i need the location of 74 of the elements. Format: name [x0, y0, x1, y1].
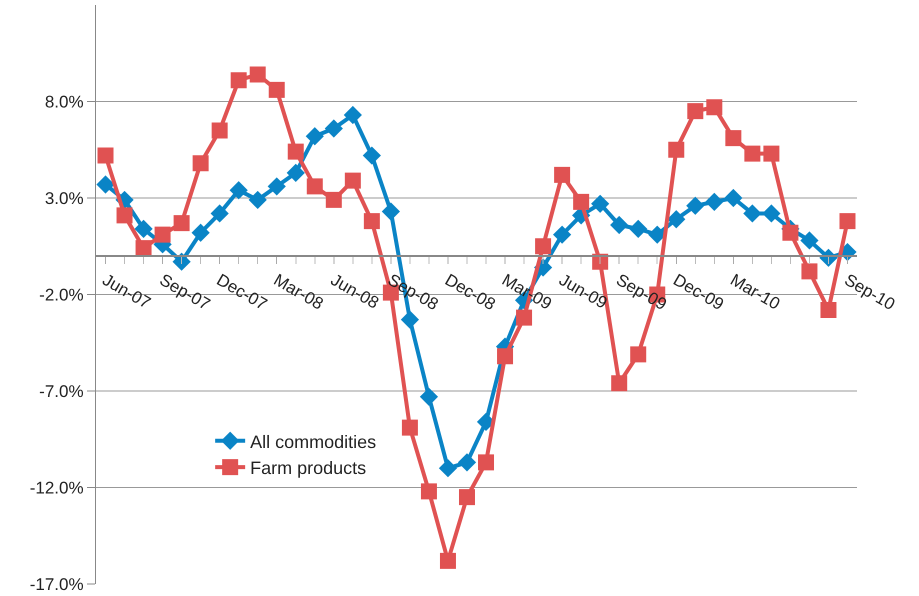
point — [248, 190, 267, 210]
point — [516, 310, 532, 326]
point — [820, 302, 836, 318]
point — [629, 220, 648, 238]
point — [762, 204, 780, 223]
point — [96, 175, 115, 194]
point — [268, 82, 285, 98]
y-tick-label: 8.0% — [44, 92, 84, 112]
point — [686, 196, 704, 215]
point — [478, 454, 494, 470]
point — [362, 146, 381, 165]
point — [230, 72, 247, 88]
point — [554, 166, 570, 183]
point — [610, 216, 628, 234]
point — [134, 220, 153, 238]
y-tick-label: -7.0% — [39, 382, 84, 401]
point — [344, 172, 361, 189]
point — [344, 106, 362, 124]
point — [324, 119, 343, 138]
point — [706, 99, 722, 116]
legend-label: All commodities — [250, 432, 376, 452]
point — [782, 224, 798, 241]
point — [839, 213, 856, 230]
point — [286, 164, 305, 182]
point — [420, 388, 438, 406]
point — [172, 252, 191, 271]
point — [174, 215, 190, 232]
point — [306, 127, 324, 146]
point — [192, 224, 210, 242]
point — [687, 103, 704, 120]
point — [458, 489, 475, 506]
point — [210, 204, 229, 223]
point — [724, 188, 742, 208]
point — [497, 348, 514, 364]
point — [743, 204, 762, 223]
point — [400, 310, 420, 329]
point — [725, 130, 742, 146]
point — [306, 178, 323, 194]
point — [438, 459, 458, 478]
point — [440, 552, 456, 569]
point — [250, 66, 266, 82]
point — [591, 194, 610, 213]
point — [402, 420, 418, 436]
point — [705, 192, 724, 211]
point — [553, 226, 572, 244]
point — [154, 226, 171, 243]
point — [420, 483, 437, 500]
point — [763, 146, 780, 162]
point — [744, 146, 760, 162]
point — [288, 144, 304, 160]
point — [136, 240, 152, 256]
point — [230, 181, 248, 200]
point — [801, 263, 818, 280]
point — [611, 375, 628, 392]
y-tick-label: -2.0% — [39, 285, 84, 304]
point — [212, 122, 228, 138]
point — [326, 192, 342, 208]
point — [382, 202, 400, 221]
point — [268, 177, 286, 196]
point — [800, 231, 819, 250]
y-tick-label: 3.0% — [44, 188, 84, 208]
point — [192, 155, 209, 172]
point — [573, 194, 590, 210]
point — [630, 346, 646, 362]
point — [98, 148, 114, 164]
y-tick-label: -17.0% — [30, 574, 84, 594]
point — [116, 207, 133, 224]
point — [364, 213, 380, 230]
point — [535, 238, 552, 254]
legend-label: Farm products — [250, 458, 366, 478]
point — [668, 142, 684, 158]
y-tick-label: -12.0% — [30, 478, 84, 498]
point — [458, 453, 476, 472]
point — [667, 210, 686, 228]
